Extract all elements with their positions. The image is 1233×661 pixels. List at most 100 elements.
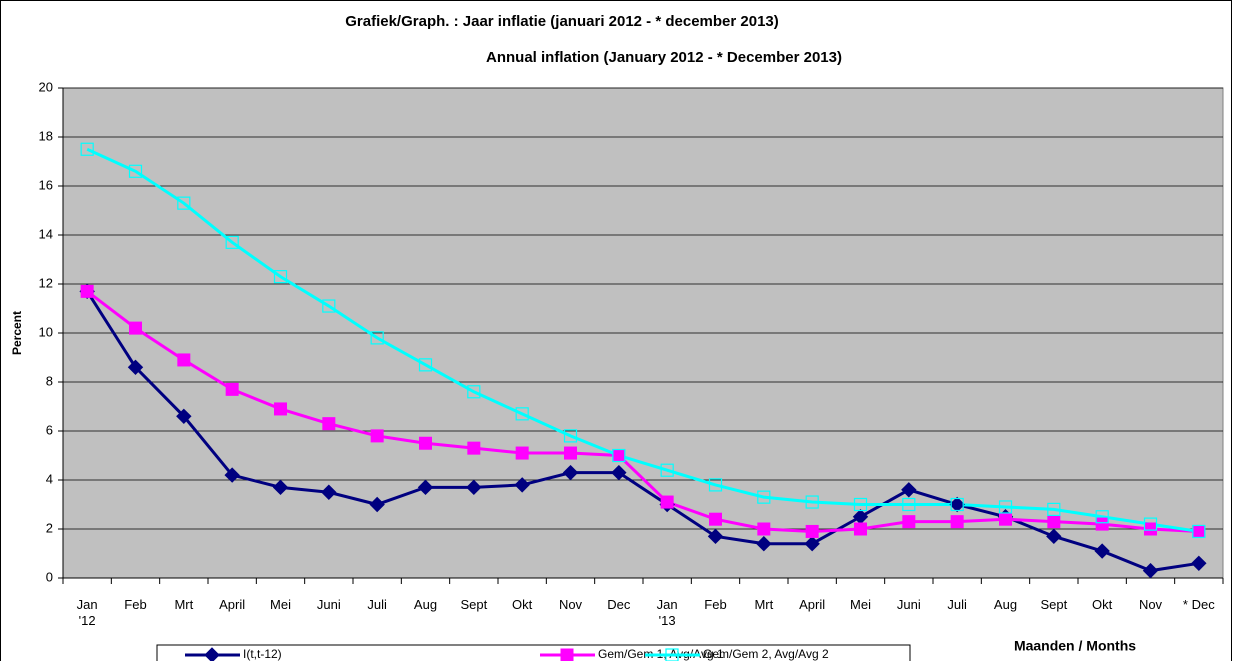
data-point (274, 402, 287, 416)
data-point (708, 478, 723, 492)
data-point (1143, 517, 1158, 531)
legend-label: Gem/Gem 2, Avg/Avg 2 (703, 647, 829, 661)
data-point (854, 522, 867, 536)
data-point (1095, 517, 1109, 531)
data-point (1192, 524, 1206, 539)
data-point (1142, 562, 1159, 579)
x-tick-label: Okt (512, 597, 533, 612)
data-point (612, 449, 626, 462)
x-tick-label: Mrt (754, 597, 774, 612)
y-axis-title: Percent (10, 311, 24, 355)
data-point (709, 512, 722, 526)
x-axis-title: Maanden / Months (1014, 638, 1136, 654)
y-tick-label: 8 (46, 373, 53, 388)
x-tick-label: Juni (896, 597, 921, 612)
data-point (1191, 555, 1207, 572)
data-point (999, 512, 1012, 526)
y-tick-label: 16 (39, 177, 53, 192)
x-tick-label: April (219, 597, 246, 612)
x-tick-label: Sept (460, 597, 488, 612)
x-tick-label: Mei (850, 597, 871, 612)
data-point (176, 408, 192, 425)
x-tick-label: Aug (413, 597, 438, 612)
x-tick-label: Sept (1040, 597, 1068, 612)
data-point (611, 464, 627, 481)
data-point (756, 535, 772, 552)
data-point (998, 500, 1013, 514)
data-point (902, 497, 916, 512)
data-point (80, 284, 94, 298)
x-tick-label: Okt (1092, 597, 1113, 612)
x-tick-label: Juni (316, 597, 341, 612)
data-point (901, 482, 917, 498)
data-point (467, 441, 481, 455)
x-tick-label: Aug (993, 597, 1018, 612)
data-point (805, 495, 819, 509)
data-point (1095, 510, 1109, 524)
x-tick-label: Mei (270, 597, 291, 612)
data-point (177, 196, 191, 210)
legend-label: I(t,t-12) (243, 647, 282, 661)
data-point (804, 535, 820, 552)
data-point (467, 385, 481, 399)
data-point (660, 495, 674, 509)
data-point (757, 522, 771, 536)
data-point (1047, 515, 1061, 529)
x-tick-label: Feb (704, 597, 727, 612)
data-point (129, 321, 142, 335)
data-point (950, 515, 964, 529)
y-tick-label: 6 (46, 422, 53, 437)
chart-title: Grafiek/Graph. : Jaar inflatie (januari … (345, 13, 779, 30)
x-tick-label: Nov (558, 597, 583, 612)
x-tick-label: Jan '13 (656, 597, 678, 628)
series-line (86, 147, 1200, 533)
y-tick-label: 12 (39, 275, 53, 290)
data-point (515, 446, 529, 460)
x-tick-label: Juli (947, 597, 967, 612)
legend-marker (204, 647, 220, 661)
legend-marker (560, 648, 574, 661)
data-point (563, 429, 578, 443)
data-point (515, 407, 529, 421)
legend-box (156, 644, 911, 661)
data-point (419, 436, 432, 450)
data-point (562, 464, 579, 481)
data-point (321, 484, 337, 500)
x-tick-label: Jan '12 (76, 597, 98, 628)
data-point (514, 477, 530, 493)
y-tick-label: 18 (39, 128, 53, 143)
y-tick-label: 10 (39, 324, 53, 339)
y-tick-label: 4 (46, 471, 53, 486)
data-point (805, 524, 819, 538)
x-tick-label: Mrt (174, 597, 194, 612)
y-tick-label: 2 (46, 520, 53, 535)
data-point (707, 528, 724, 545)
series-line (86, 290, 1199, 533)
data-point (177, 353, 191, 367)
data-point (322, 299, 336, 313)
data-point (128, 164, 143, 178)
data-point (564, 446, 577, 460)
data-point (417, 479, 434, 496)
data-point (369, 496, 385, 513)
data-point (418, 358, 433, 372)
x-tick-label: April (799, 597, 826, 612)
data-point (225, 382, 239, 396)
data-point (225, 235, 239, 249)
data-point (1192, 524, 1206, 538)
data-point (660, 463, 674, 477)
legend-marker (665, 648, 679, 661)
data-point (273, 270, 288, 284)
x-tick-label: Feb (124, 597, 147, 612)
data-point (370, 429, 384, 443)
data-point (80, 142, 94, 156)
y-tick-label: 20 (39, 79, 53, 94)
chart-subtitle: Annual inflation (January 2012 - * Decem… (486, 49, 842, 66)
data-point (757, 490, 771, 504)
data-point (1046, 528, 1062, 545)
y-tick-label: 0 (46, 569, 53, 584)
data-point (370, 331, 384, 345)
